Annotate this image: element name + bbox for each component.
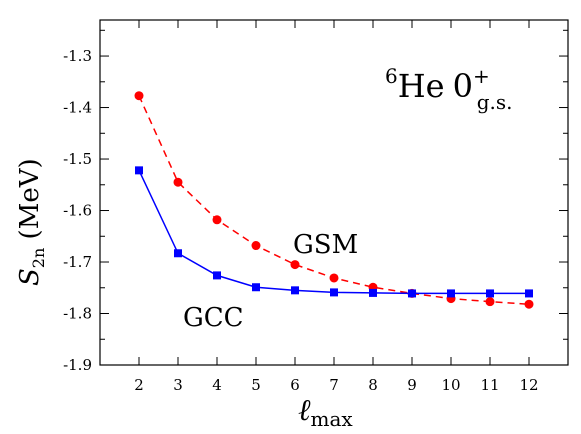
x-tick-label: 9 <box>407 376 417 394</box>
y-tick-label: -1.7 <box>63 253 92 271</box>
y-tick-label: -1.5 <box>63 150 92 168</box>
y-tick-label: -1.9 <box>63 356 92 374</box>
state-spin: 0 <box>453 67 473 105</box>
data-point-gsm <box>212 215 222 225</box>
data-point-gsm <box>329 273 339 283</box>
data-point-gcc <box>525 289 533 298</box>
y-tick-label: -1.4 <box>63 99 92 117</box>
data-point-gsm <box>485 297 495 307</box>
x-axis-title-main: ℓ <box>298 393 311 428</box>
x-axis: 2 3 4 5 6 7 8 9 10 11 12 <box>134 20 539 394</box>
data-point-gcc <box>486 289 494 298</box>
y-axis-title-rest: (MeV) <box>15 158 45 247</box>
x-axis-title-sub: max <box>311 407 354 431</box>
state-subscript: g.s. <box>477 90 513 114</box>
series-layer <box>134 91 534 309</box>
data-point-gcc <box>408 289 416 298</box>
y-tick-label: -1.3 <box>63 47 92 65</box>
data-point-gsm <box>524 299 534 309</box>
y-tick-label: -1.8 <box>63 305 92 323</box>
x-tick-label: 12 <box>519 376 538 394</box>
element-symbol: He <box>398 67 445 105</box>
plot-frame <box>99 19 569 366</box>
x-tick-label: 10 <box>441 376 460 394</box>
x-tick-label: 3 <box>173 376 183 394</box>
x-tick-label: 4 <box>212 376 222 394</box>
x-axis-title: ℓmax <box>298 393 353 431</box>
mass-number: 6 <box>385 64 398 88</box>
data-point-gcc <box>174 249 182 258</box>
y-axis-title-sub: 2n <box>29 248 48 268</box>
data-point-gcc <box>330 288 338 297</box>
x-tick-label: 8 <box>368 376 378 394</box>
data-point-gsm <box>134 91 144 101</box>
series-label-gcc: GCC <box>183 303 244 333</box>
y-tick-label: -1.6 <box>63 202 92 220</box>
x-tick-label: 6 <box>290 376 300 394</box>
state-parity: + <box>473 64 490 88</box>
x-tick-label: 2 <box>134 376 144 394</box>
data-point-gcc <box>447 289 455 298</box>
data-point-gsm <box>173 177 183 187</box>
data-point-gcc <box>252 283 260 292</box>
data-point-gcc <box>291 286 299 295</box>
data-point-gcc <box>213 271 221 280</box>
data-point-gsm <box>251 241 261 251</box>
series-label-gsm: GSM <box>293 230 358 260</box>
state-annotation: 6He 0+ g.s. <box>385 64 512 114</box>
x-tick-label: 11 <box>480 376 499 394</box>
data-point-gsm <box>290 260 300 270</box>
x-tick-label: 7 <box>329 376 339 394</box>
data-point-gcc <box>135 166 143 175</box>
data-point-gcc <box>369 288 377 297</box>
y-axis-title-main: S <box>15 268 45 286</box>
y-axis: -1.3 -1.4 -1.5 -1.6 -1.7 -1.8 -1.9 <box>63 29 568 374</box>
x-tick-label: 5 <box>251 376 261 394</box>
series-line-gsm <box>138 95 530 305</box>
y-axis-title: S2n (MeV) <box>15 158 48 286</box>
